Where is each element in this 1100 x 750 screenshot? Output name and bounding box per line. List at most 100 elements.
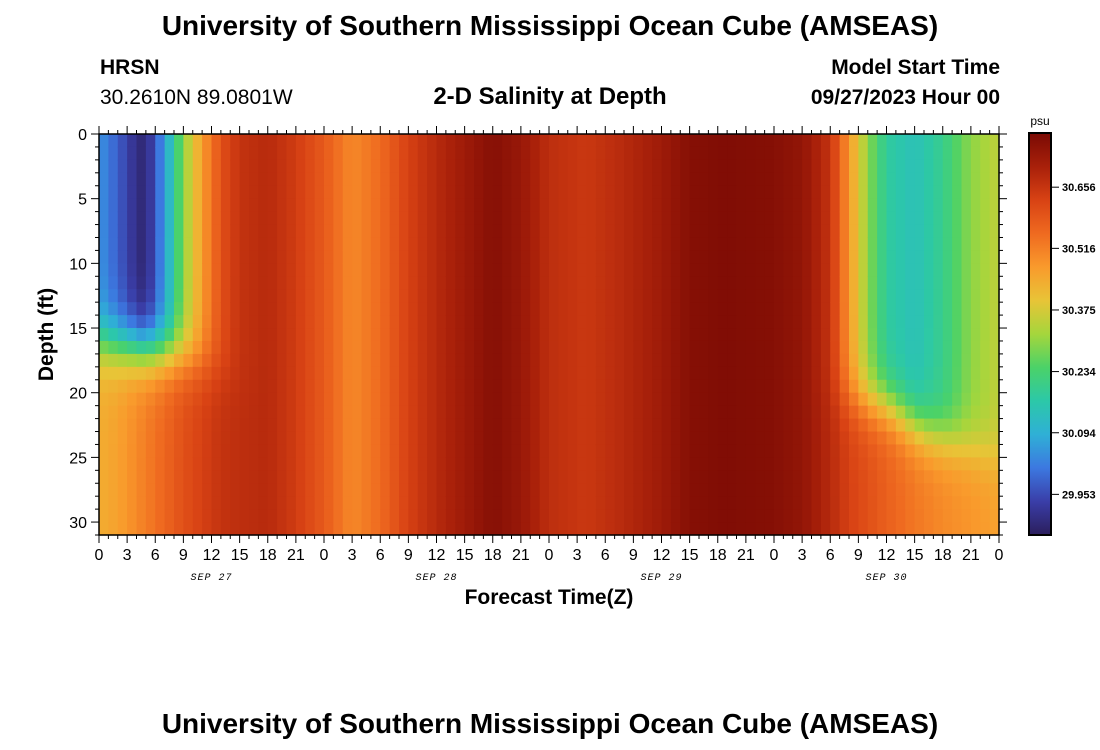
heatmap-cell (164, 405, 175, 420)
heatmap-cell (511, 444, 522, 458)
heatmap-cell (277, 263, 288, 277)
heatmap-cell (933, 146, 944, 161)
heatmap-cell (108, 134, 119, 148)
heatmap-cell (352, 159, 363, 174)
heatmap-cell (952, 418, 963, 433)
heatmap-cell (652, 418, 663, 433)
x-tick-label: 9 (179, 547, 188, 564)
heatmap-cell (952, 366, 963, 381)
heatmap-cell (108, 211, 119, 226)
heatmap-cell (464, 237, 475, 252)
heatmap-cell (980, 366, 991, 381)
heatmap-cell (605, 457, 616, 471)
heatmap-cell (820, 237, 831, 252)
heatmap-cell (230, 250, 241, 264)
heatmap-cell (155, 237, 166, 252)
heatmap-cell (239, 211, 250, 226)
heatmap-cell (530, 237, 541, 252)
heatmap-cell (389, 159, 400, 174)
heatmap-cell (370, 457, 381, 471)
heatmap-cell (980, 405, 991, 420)
heatmap-cell (286, 263, 297, 277)
heatmap-cell (567, 457, 578, 471)
heatmap-cell (727, 483, 738, 497)
heatmap-cell (295, 185, 306, 200)
heatmap-cell (117, 496, 128, 510)
heatmap-cell (352, 522, 363, 536)
heatmap-cell (867, 237, 878, 252)
heatmap-cell (258, 315, 269, 329)
heatmap-cell (755, 496, 766, 510)
heatmap-cell (314, 431, 325, 446)
heatmap-cell (174, 172, 184, 187)
heatmap-cell (295, 276, 306, 290)
heatmap-cell (558, 483, 569, 497)
heatmap-cell (980, 483, 991, 497)
heatmap-cell (99, 172, 109, 187)
heatmap-cell (399, 444, 409, 458)
heatmap-cell (914, 444, 925, 458)
heatmap-cell (717, 470, 728, 484)
heatmap-cell (905, 328, 916, 342)
x-tick-label: 12 (878, 547, 896, 564)
heatmap-cell (792, 315, 803, 329)
heatmap-cell (614, 224, 625, 239)
heatmap-cell (380, 353, 391, 368)
heatmap-cell (830, 509, 841, 523)
heatmap-cell (286, 134, 297, 148)
heatmap-cell (492, 172, 503, 187)
heatmap-cell (117, 353, 128, 368)
heatmap-cell (661, 224, 672, 239)
heatmap-cell (155, 146, 166, 161)
heatmap-cell (914, 224, 925, 239)
heatmap-cell (117, 328, 128, 342)
heatmap-cell (774, 522, 784, 536)
heatmap-cell (464, 353, 475, 368)
heatmap-cell (352, 379, 363, 394)
heatmap-cell (474, 392, 484, 407)
heatmap-cell (127, 405, 138, 420)
heatmap-cell (99, 366, 109, 381)
heatmap-cell (689, 379, 700, 394)
heatmap-cell (361, 172, 372, 187)
heatmap-cell (820, 522, 831, 536)
heatmap-cell (511, 198, 522, 213)
heatmap-cell (774, 224, 784, 239)
heatmap-cell (820, 211, 831, 226)
heatmap-cell (305, 237, 316, 252)
heatmap-cell (961, 302, 972, 316)
heatmap-cell (511, 340, 522, 355)
heatmap-cell (717, 185, 728, 200)
heatmap-cell (595, 444, 606, 458)
heatmap-cell (727, 198, 738, 213)
heatmap-cell (652, 379, 663, 394)
heatmap-cell (858, 237, 869, 252)
heatmap-cell (380, 315, 391, 329)
heatmap-cell (755, 405, 766, 420)
heatmap-cell (680, 146, 691, 161)
heatmap-cell (905, 470, 916, 484)
heatmap-cell (286, 457, 297, 471)
heatmap-cell (277, 315, 288, 329)
heatmap-cell (624, 444, 634, 458)
heatmap-cell (277, 444, 288, 458)
heatmap-cell (389, 418, 400, 433)
heatmap-cell (886, 457, 897, 471)
heatmap-cell (549, 509, 559, 523)
heatmap-cell (942, 392, 953, 407)
heatmap-cell (361, 392, 372, 407)
heatmap-cell (286, 353, 297, 368)
heatmap-cell (520, 405, 531, 420)
heatmap-cell (680, 522, 691, 536)
heatmap-cell (352, 431, 363, 446)
heatmap-cell (745, 366, 756, 381)
heatmap-cell (286, 470, 297, 484)
heatmap-cell (764, 146, 775, 161)
heatmap-cell (661, 353, 672, 368)
heatmap-cell (980, 522, 991, 536)
heatmap-cell (549, 159, 559, 174)
heatmap-cell (511, 263, 522, 277)
heatmap-cell (849, 457, 859, 471)
heatmap-cell (520, 146, 531, 161)
heatmap-cell (333, 224, 344, 239)
